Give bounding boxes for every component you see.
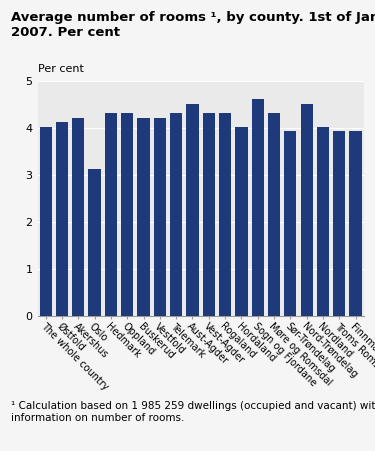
Bar <box>186 104 199 316</box>
Text: ¹ Calculation based on 1 985 259 dwellings (occupied and vacant) with
informatio: ¹ Calculation based on 1 985 259 dwellin… <box>11 401 375 423</box>
Bar <box>121 113 134 316</box>
Bar <box>317 127 329 316</box>
Bar <box>235 127 248 316</box>
Bar <box>284 131 297 316</box>
Bar <box>350 131 362 316</box>
Text: Average number of rooms ¹, by county. 1st of January
2007. Per cent: Average number of rooms ¹, by county. 1s… <box>11 11 375 39</box>
Bar <box>170 113 182 316</box>
Bar <box>333 131 345 316</box>
Bar <box>88 170 101 316</box>
Bar <box>300 104 313 316</box>
Bar <box>154 118 166 316</box>
Text: Per cent: Per cent <box>38 64 83 74</box>
Bar <box>268 113 280 316</box>
Bar <box>219 113 231 316</box>
Bar <box>252 99 264 316</box>
Bar <box>105 113 117 316</box>
Bar <box>137 118 150 316</box>
Bar <box>39 127 52 316</box>
Bar <box>202 113 215 316</box>
Bar <box>56 122 68 316</box>
Bar <box>72 118 84 316</box>
